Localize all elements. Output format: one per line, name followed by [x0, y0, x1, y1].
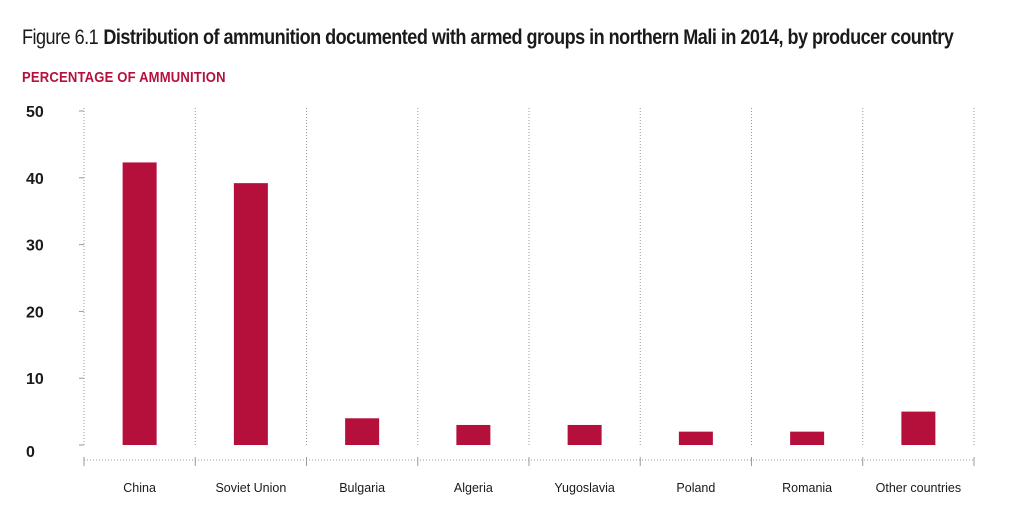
figure-title: Figure 6.1 Distribution of ammunition doc… [22, 26, 954, 50]
y-axis-title: PERCENTAGE OF AMMUNITION [22, 70, 226, 86]
bar-poland [678, 431, 713, 445]
y-tick-label: 40 [26, 171, 44, 188]
y-tick-label: 50 [26, 104, 44, 121]
bar-other-countries [901, 411, 936, 445]
bar-romania [790, 431, 825, 445]
x-tick-label: Algeria [454, 481, 493, 495]
bar-algeria [456, 424, 491, 445]
bar-china [122, 162, 157, 445]
y-tick-label: 20 [26, 304, 44, 321]
figure-title-text: Distribution of ammunition documented wi… [103, 26, 954, 49]
x-tick-label: Yugoslavia [554, 481, 615, 495]
bar-soviet-union [233, 183, 268, 446]
bar-yugoslavia [567, 424, 602, 445]
figure-label: Figure 6.1 [22, 26, 99, 49]
x-tick-label: Romania [782, 481, 832, 495]
x-tick-label: China [123, 481, 156, 495]
x-tick-label: Bulgaria [339, 481, 385, 495]
x-tick-label: Poland [676, 481, 715, 495]
y-tick-label: 0 [26, 444, 35, 461]
y-tick-label: 30 [26, 238, 44, 255]
bar-bulgaria [345, 418, 380, 445]
x-tick-label: Soviet Union [215, 481, 286, 495]
y-tick-label: 10 [26, 371, 44, 388]
x-tick-label: Other countries [876, 481, 961, 495]
